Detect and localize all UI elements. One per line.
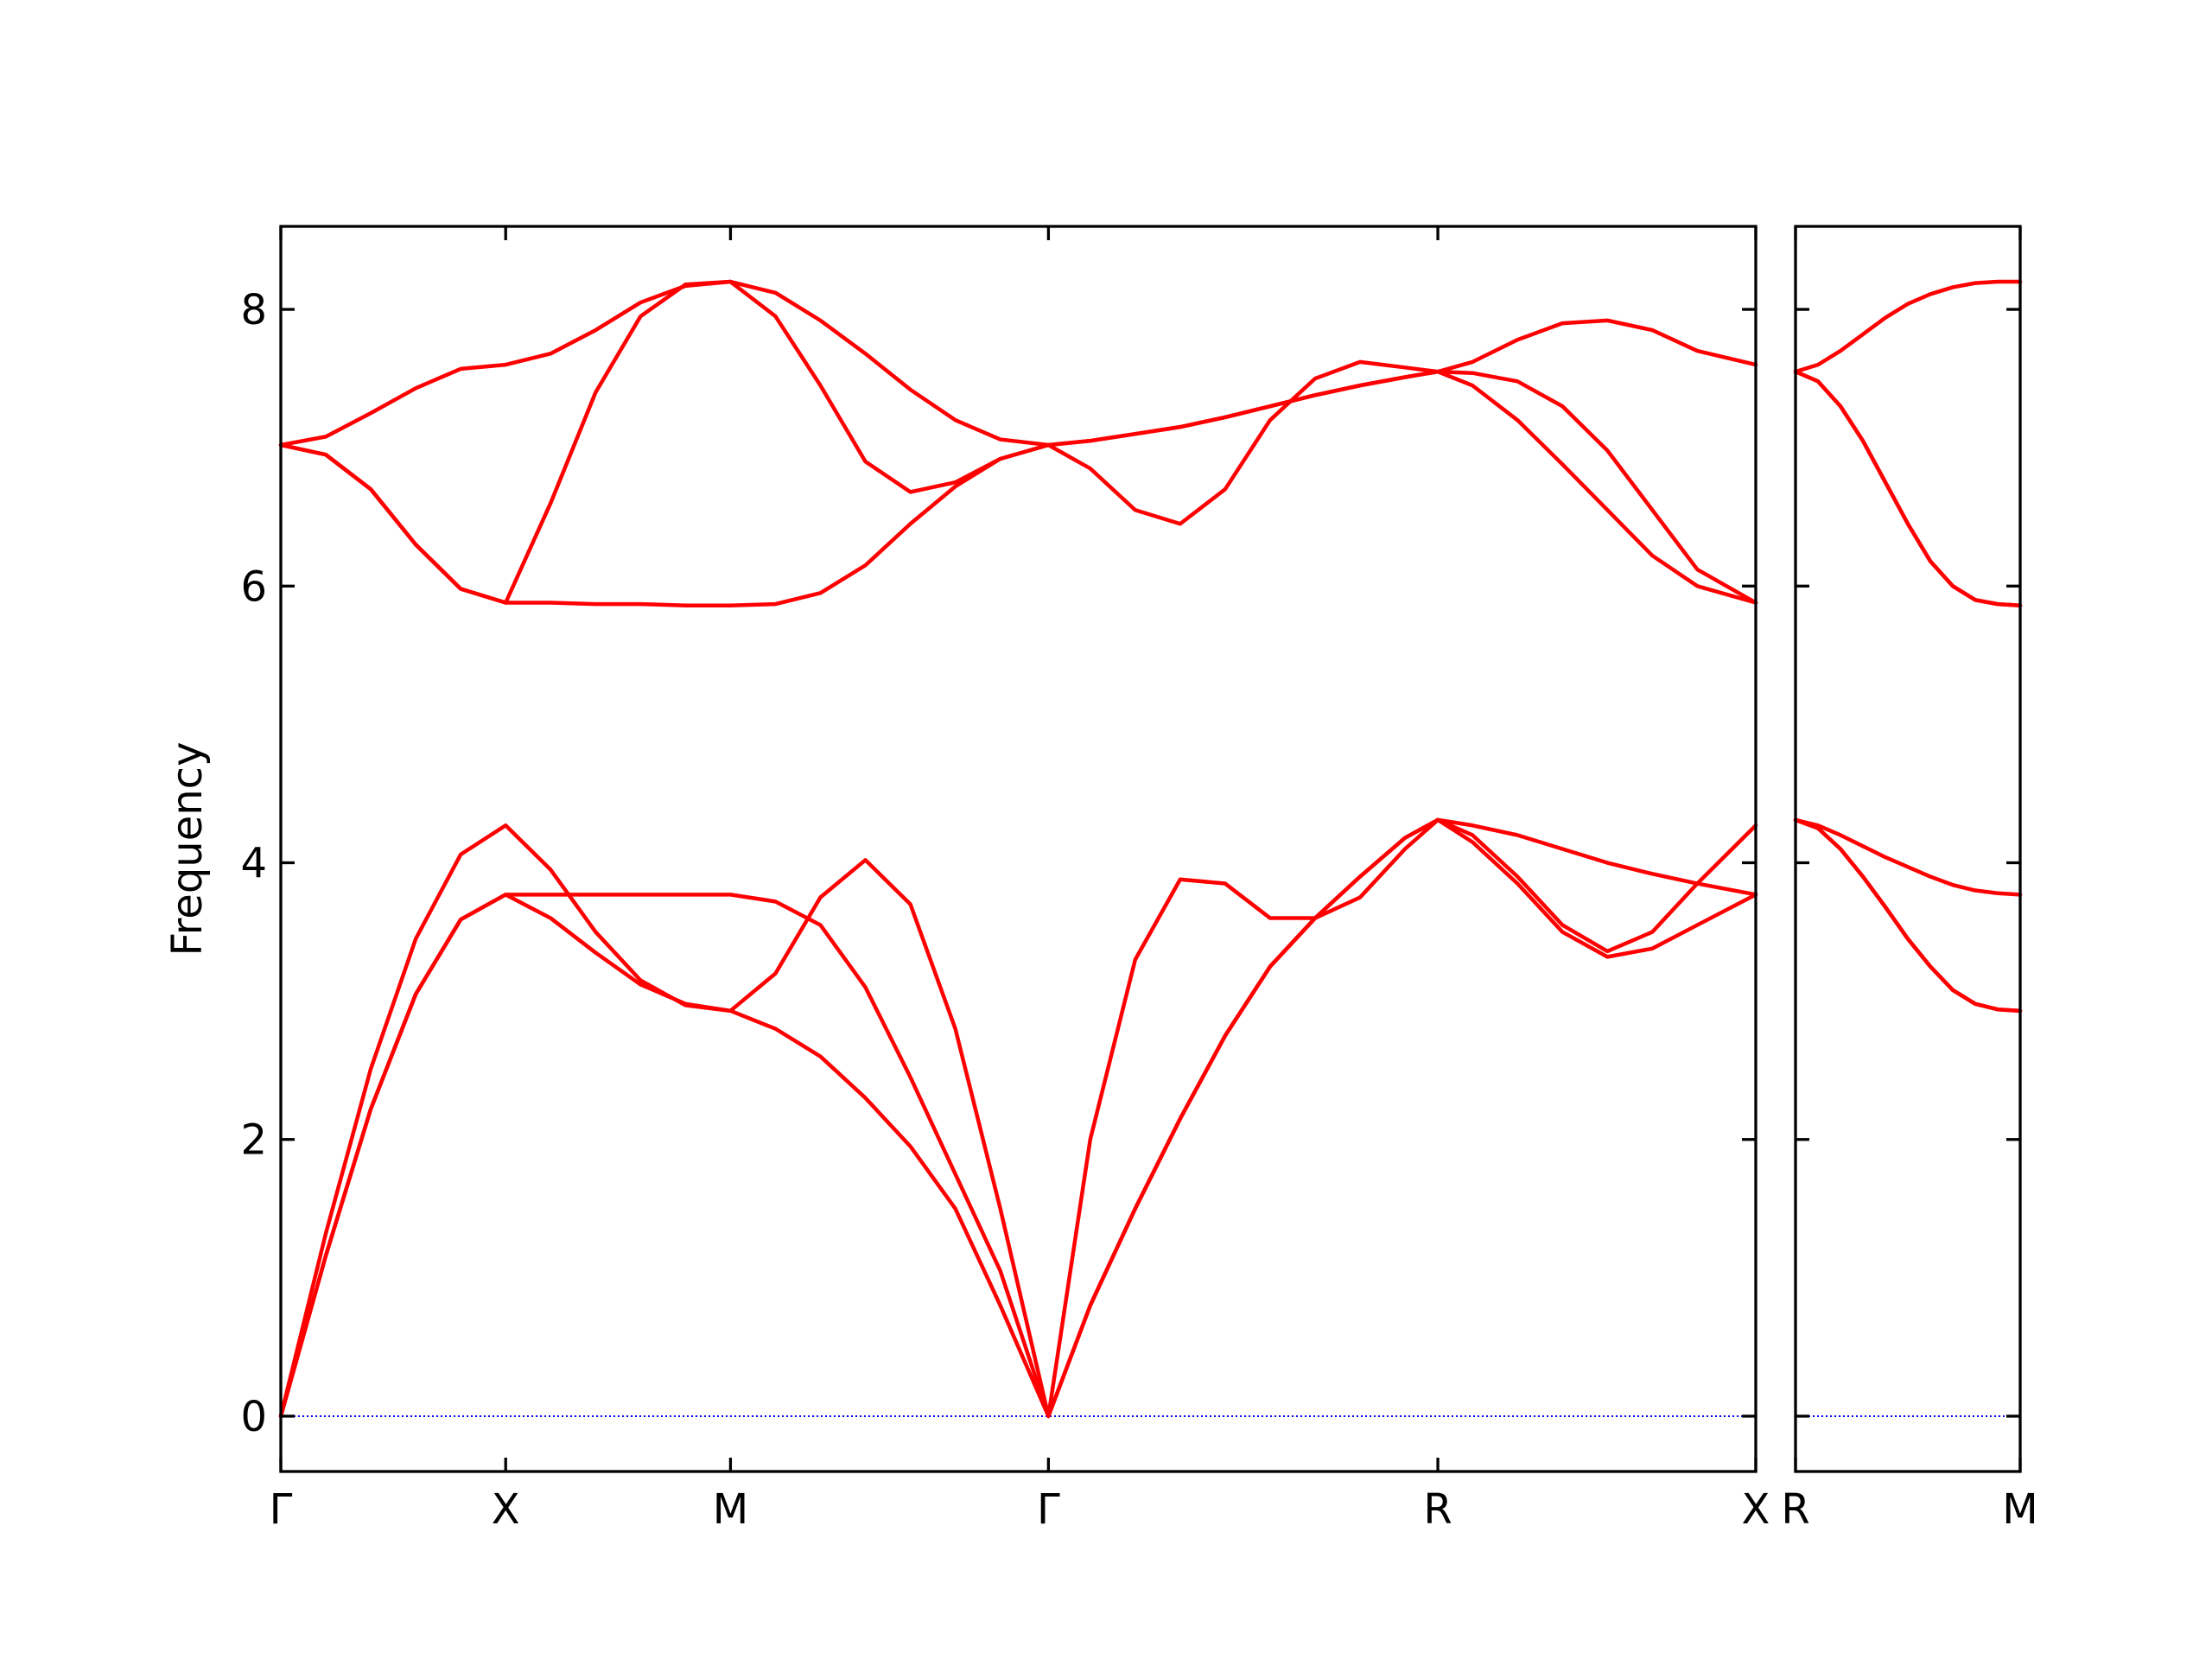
y-tick-label: 8: [240, 286, 267, 334]
plot-frame: [1794, 225, 2022, 1473]
band-line: [278, 817, 1758, 1419]
plot-frame: [279, 225, 1758, 1473]
band-line: [278, 279, 1758, 448]
x-tick-label: Γ: [1037, 1485, 1060, 1534]
y-tick-label: 4: [240, 840, 267, 888]
band-line: [278, 279, 1758, 605]
band-line: [1793, 369, 2023, 607]
band-line: [1793, 817, 2023, 1014]
band-line: [1793, 817, 2023, 1014]
y-tick-label: 2: [240, 1116, 267, 1165]
band-line: [278, 359, 1758, 607]
x-tick-label: R: [1781, 1485, 1809, 1534]
band-line: [1793, 817, 2023, 897]
y-tick-label: 6: [240, 563, 267, 611]
x-tick-label: M: [2002, 1485, 2037, 1534]
x-tick-label: X: [1742, 1485, 1770, 1534]
band-line: [1793, 279, 2023, 374]
y-axis-label: Frequency: [163, 742, 212, 957]
band-line: [278, 817, 1758, 1419]
x-tick-label: Γ: [270, 1485, 293, 1534]
y-tick-label: 0: [240, 1393, 267, 1441]
band-line: [1793, 369, 2023, 607]
x-tick-label: M: [713, 1485, 748, 1534]
band-line: [278, 817, 1758, 1419]
x-tick-label: X: [492, 1485, 520, 1534]
x-tick-label: R: [1423, 1485, 1452, 1534]
